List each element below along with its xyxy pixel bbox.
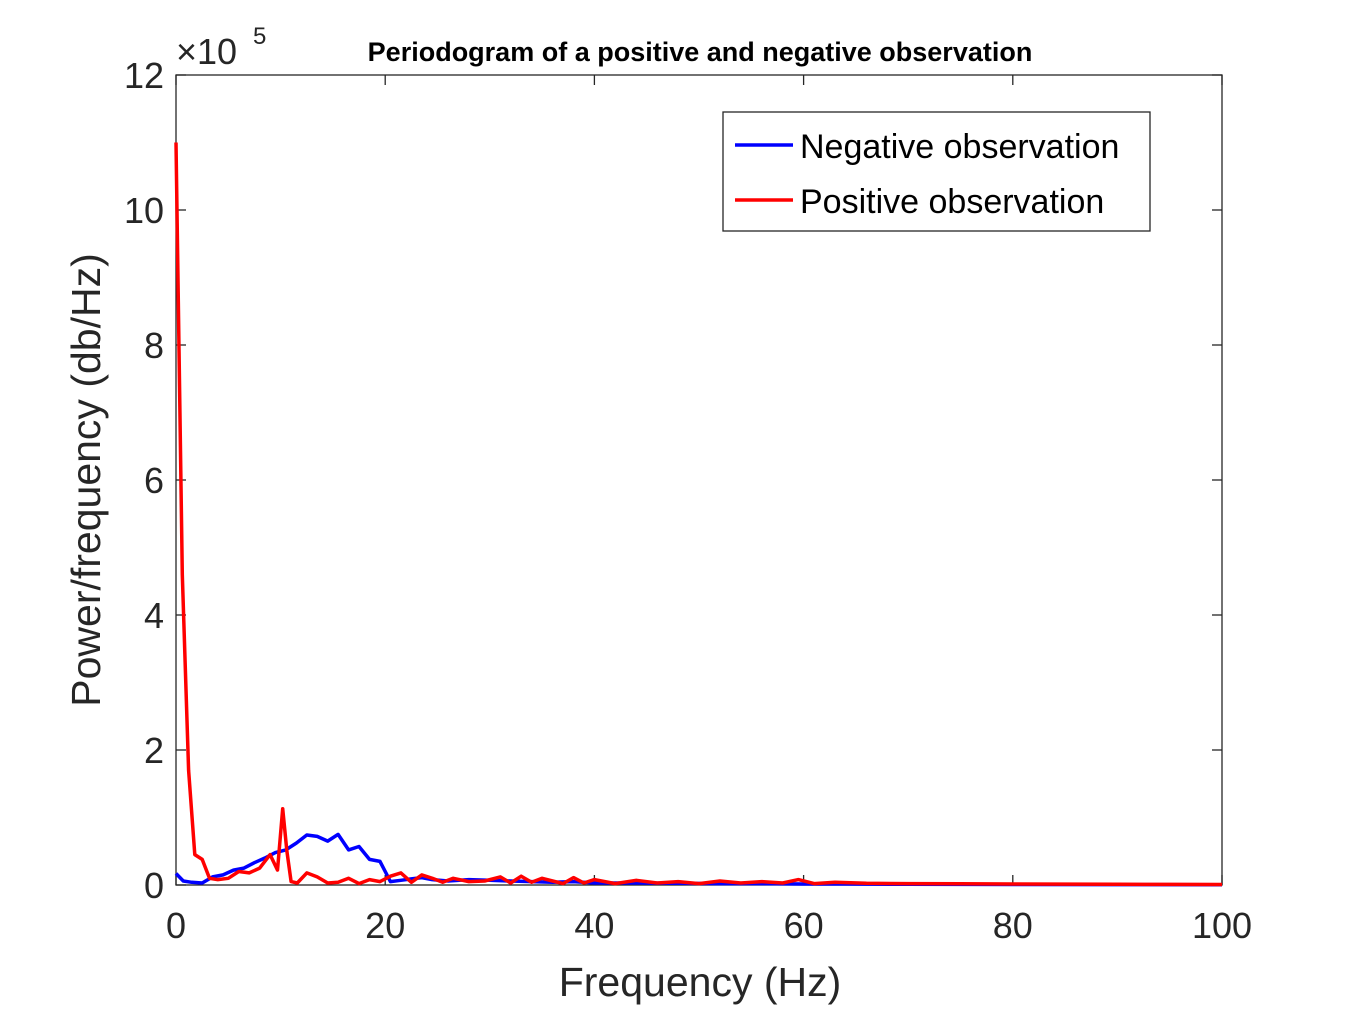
y-tick-label: 6 <box>144 460 164 501</box>
legend-box <box>722 111 1151 232</box>
x-tick-label: 0 <box>166 905 186 946</box>
x-tick-label: 20 <box>365 905 405 946</box>
y-exponent-multiplier: ×10 <box>176 31 237 72</box>
x-tick-label: 40 <box>574 905 614 946</box>
y-tick-label: 0 <box>144 865 164 906</box>
y-exponent-power: 5 <box>253 23 266 50</box>
x-axis-label: Frequency (Hz) <box>559 959 842 1005</box>
legend: Negative observation Positive observatio… <box>722 111 1151 232</box>
chart-title: Periodogram of a positive and negative o… <box>368 37 1033 67</box>
ticks-layer: 0 20 40 60 80 100 0 2 4 6 8 10 12 <box>124 55 1252 946</box>
y-tick-label: 8 <box>144 325 164 366</box>
series-line-positive <box>174 142 1223 887</box>
y-tick-label: 4 <box>144 595 164 636</box>
y-axis-label: Power/frequency (db/Hz) <box>63 253 109 706</box>
x-tick-label: 100 <box>1192 905 1252 946</box>
lines-layer <box>174 142 1223 887</box>
y-tick-label: 2 <box>144 730 164 771</box>
y-tick-label: 12 <box>124 55 164 96</box>
x-tick-label: 60 <box>784 905 824 946</box>
y-tick-label: 10 <box>124 190 164 231</box>
x-tick-label: 80 <box>993 905 1033 946</box>
legend-label-positive: Positive observation <box>800 183 1104 221</box>
legend-label-negative: Negative observation <box>800 128 1119 166</box>
